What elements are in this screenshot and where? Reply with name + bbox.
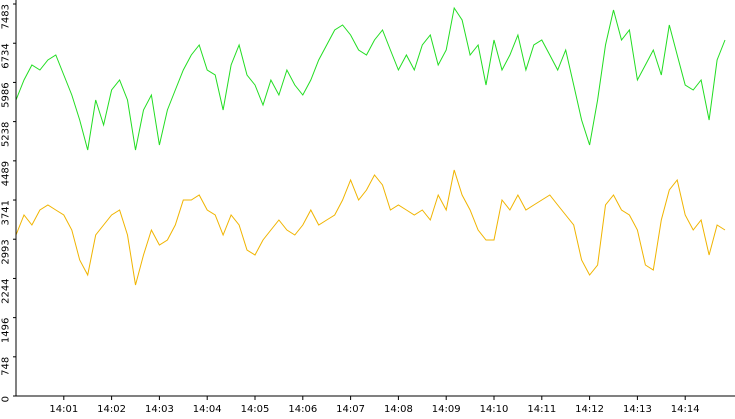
x-tick-label: 14:04 (193, 404, 222, 415)
x-tick-label: 14:08 (384, 404, 413, 415)
y-tick-label: 4489 (0, 161, 11, 186)
x-tick-label: 14:10 (480, 404, 509, 415)
x-tick-label: 14:05 (241, 404, 270, 415)
y-tick-label: 3741 (0, 200, 11, 225)
x-tick-label: 14:14 (671, 404, 700, 415)
y-tick-label: 748 (0, 357, 11, 376)
x-tick-label: 14:12 (575, 404, 604, 415)
x-tick-label: 14:07 (336, 404, 365, 415)
y-tick-label: 5238 (0, 122, 11, 147)
x-tick-label: 14:01 (49, 404, 78, 415)
y-tick-label: 2993 (0, 239, 11, 264)
series-line (15, 169, 726, 286)
x-tick-label: 14:02 (97, 404, 126, 415)
x-tick-label: 14:11 (527, 404, 556, 415)
y-tick-label: 2244 (0, 278, 11, 303)
x-tick-label: 14:09 (432, 404, 461, 415)
y-tick-label: 1496 (0, 318, 11, 343)
x-tick-label: 14:06 (288, 404, 317, 415)
x-tick-label: 14:13 (623, 404, 652, 415)
y-tick-label: 5986 (0, 82, 11, 107)
series-line (15, 6, 726, 151)
y-tick-label: 0 (0, 396, 11, 402)
x-tick-label: 14:03 (145, 404, 174, 415)
y-tick-label: 7483 (0, 4, 11, 29)
y-tick-label: 6734 (0, 43, 11, 68)
